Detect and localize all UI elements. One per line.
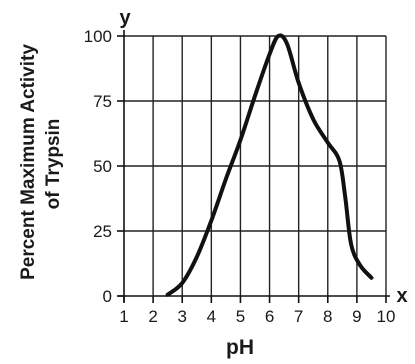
x-tick-label: 7 <box>294 307 303 326</box>
x-tick-label: 9 <box>352 307 361 326</box>
y-axis-letter: y <box>119 7 131 29</box>
x-tick-label: 3 <box>177 307 186 326</box>
x-tick-label: 8 <box>323 307 332 326</box>
series-layer <box>165 33 374 297</box>
y-tick-labels: 0 25 50 75 100 <box>84 27 112 306</box>
x-tick-label: 10 <box>377 307 396 326</box>
y-tick-label: 25 <box>93 222 112 241</box>
y-tick-label: 0 <box>103 287 112 306</box>
y-tick-label: 75 <box>93 92 112 111</box>
y-axis-title-line-2: of Trypsin <box>43 119 64 210</box>
x-tick-label: 5 <box>236 307 245 326</box>
x-tick-label: 2 <box>148 307 157 326</box>
y-axis-title-line-1: Percent Maximum Activity <box>18 44 39 280</box>
y-tick-label: 50 <box>93 157 112 176</box>
x-axis-title: pH <box>226 336 254 359</box>
trypsin-activity-curve <box>165 33 374 297</box>
x-tick-labels: 1 2 3 4 5 6 7 8 9 10 <box>119 307 395 326</box>
x-tick-label: 1 <box>119 307 128 326</box>
x-tick-label: 4 <box>207 307 216 326</box>
x-axis-letter: x <box>396 285 407 307</box>
axes <box>117 30 390 303</box>
grid <box>124 35 387 296</box>
x-tick-label: 6 <box>265 307 274 326</box>
y-tick-label: 100 <box>84 27 112 46</box>
